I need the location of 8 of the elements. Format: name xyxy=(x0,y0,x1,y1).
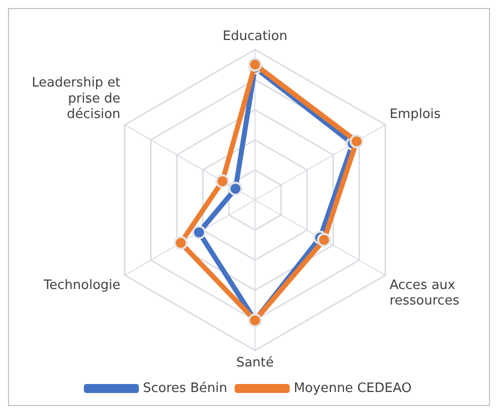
legend-label: Moyenne CEDEAO xyxy=(294,380,412,396)
spoke-label: Education xyxy=(222,29,288,44)
spoke-label: Santé xyxy=(236,356,274,371)
spoke-label: Emplois xyxy=(390,106,441,122)
spoke-label: Acces aux ressources xyxy=(390,278,460,308)
spoke-label: Technologie xyxy=(42,278,120,293)
spoke-label: Leadership et prise de décision xyxy=(32,76,120,122)
legend-label: Scores Bénin xyxy=(142,380,228,396)
